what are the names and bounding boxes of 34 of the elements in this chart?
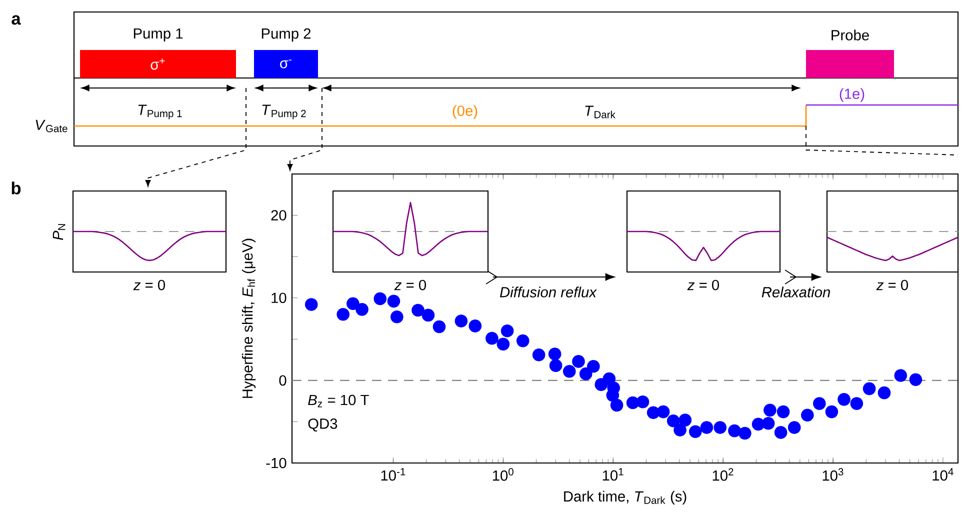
- text: a: [12, 15, 21, 25]
- annotation: B$_{z}$ = 10 T: [308, 394, 369, 408]
- text: (0e): [452, 105, 478, 119]
- x-tick-label: 10$^{2}$: [712, 468, 734, 481]
- text: σ$^{+}$: [150, 58, 165, 70]
- text: V$_{Gate}$: [36, 120, 68, 132]
- x-tick-label: 10$^{1}$: [602, 468, 624, 481]
- y-tick-label: -10: [266, 458, 286, 468]
- y-axis-title: P$_{N}$: [52, 224, 66, 240]
- text: (1e): [840, 88, 864, 102]
- text: Pump 1: [134, 28, 183, 42]
- text: σ$^{-}$: [280, 60, 292, 68]
- x-tick-label: 10$^{4}$: [932, 468, 954, 481]
- annotation: Diffusion reflux: [500, 286, 597, 298]
- x-axis-title: z = 0: [687, 280, 720, 290]
- text: b: [12, 182, 21, 194]
- y-tick-label: 20: [271, 210, 286, 220]
- x-tick-label: 10$^{0}$: [492, 468, 514, 481]
- x-axis-title: z = 0: [876, 280, 908, 290]
- y-axis-title: Hyperfine shift, E$_{hf}$ (μeV): [242, 238, 256, 398]
- annotation: Relaxation: [762, 286, 830, 298]
- text: T$_{Dark}$: [585, 106, 616, 118]
- text: T$_{Pump 1}$: [138, 104, 182, 120]
- x-axis-title: z = 0: [133, 280, 166, 290]
- text: T$_{Pump 2}$: [262, 104, 306, 120]
- x-axis-title: z = 0: [394, 280, 426, 290]
- x-tick-label: 10$^{-1}$: [381, 468, 406, 481]
- text: Pump 2: [262, 28, 311, 42]
- x-axis-title: Dark time, T$_{Dark}$ (s): [564, 490, 686, 504]
- y-tick-label: 10: [272, 292, 286, 304]
- x-tick-label: 10$^{3}$: [822, 468, 844, 481]
- text: Probe: [832, 30, 869, 40]
- y-tick-label: 0: [279, 375, 286, 386]
- annotation: QD3: [308, 418, 338, 432]
